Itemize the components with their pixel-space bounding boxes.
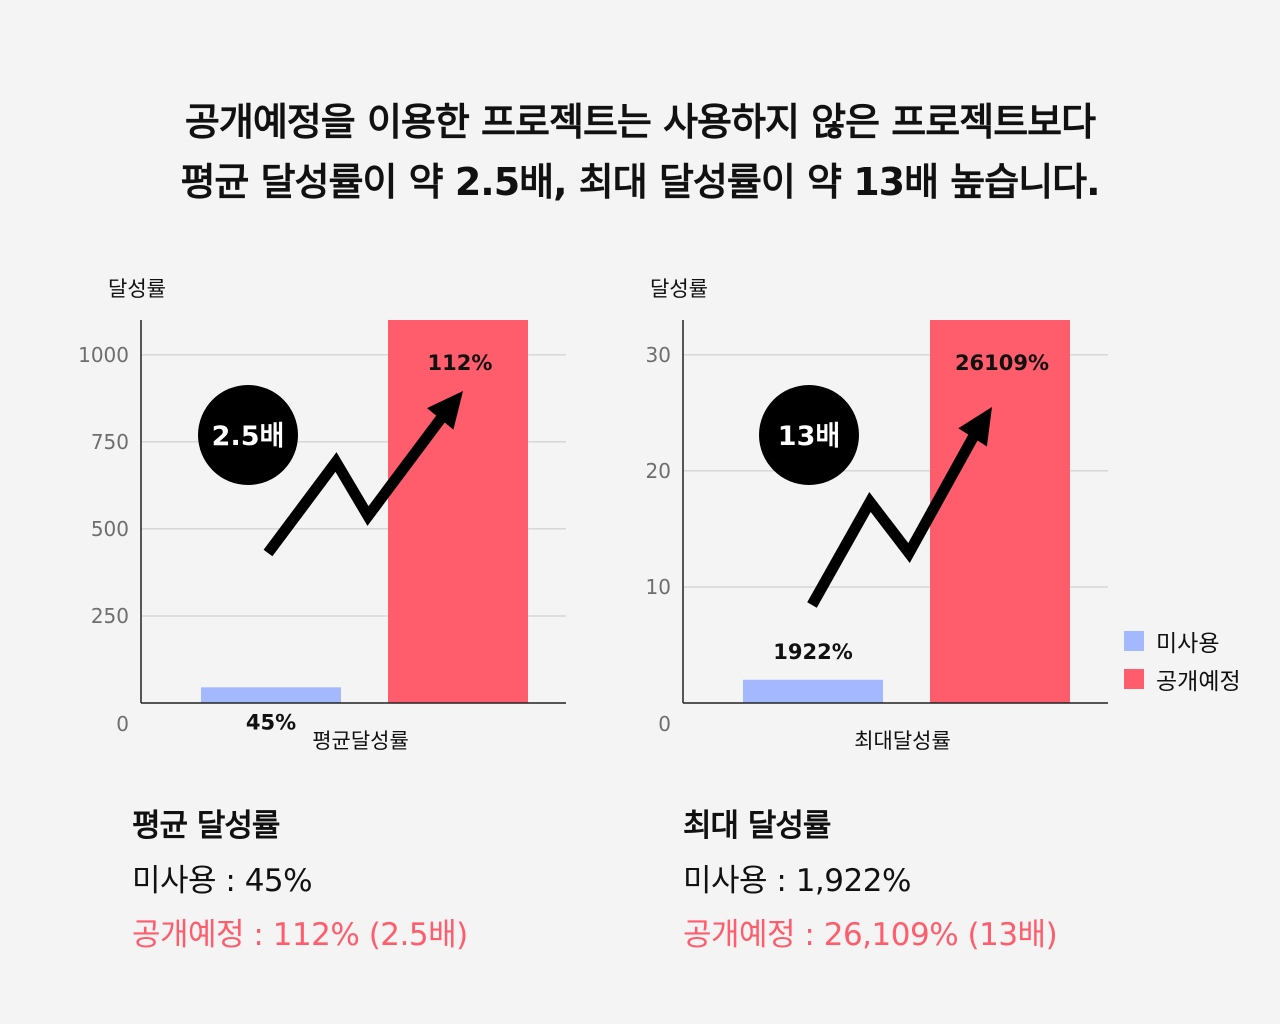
legend-item-unused: 미사용: [1124, 622, 1241, 660]
bar-scheduled: [388, 320, 528, 703]
y-tick-label: 500: [91, 517, 129, 541]
bar-unused: [201, 687, 341, 703]
value-label-unused: 1922%: [773, 640, 853, 664]
legend-label-unused: 미사용: [1156, 631, 1220, 657]
y-tick-label: 20: [646, 459, 671, 483]
chart-average-achievement: 달성률 0 250 500 750 1000 평균달성률 2.5배 45% 112%: [78, 277, 566, 753]
y-axis-title: 달성률: [108, 277, 166, 301]
bar-scheduled: [930, 320, 1070, 703]
y-tick-label: 250: [91, 604, 129, 628]
legend: 미사용 공개예정: [1124, 622, 1241, 698]
summary-average-scheduled: 공개예정 : 112% (2.5배): [132, 917, 468, 953]
legend-swatch-scheduled: [1124, 669, 1144, 689]
trend-arrow-head: [427, 391, 463, 430]
bar-unused: [743, 679, 883, 703]
summary-max-title: 최대 달성률: [683, 808, 831, 844]
y-tick-label: 30: [646, 343, 671, 367]
y-tick-label: 0: [116, 712, 129, 736]
summary-average: 평균 달성률 미사용 : 45% 공개예정 : 112% (2.5배): [132, 798, 468, 962]
summary-max-unused: 미사용 : 1,922%: [683, 863, 911, 899]
x-axis-label: 최대달성률: [854, 729, 951, 753]
trend-arrow: [263, 409, 450, 557]
legend-swatch-unused: [1124, 631, 1144, 651]
multiplier-badge: [198, 385, 298, 485]
value-label-scheduled: 26109%: [955, 351, 1049, 375]
y-tick-label: 10: [646, 575, 671, 599]
y-tick-label: 1000: [78, 343, 129, 367]
summary-average-title: 평균 달성률: [132, 808, 280, 844]
multiplier-badge-text: 13배: [778, 421, 840, 452]
trend-arrow-head: [958, 407, 992, 447]
multiplier-badge-text: 2.5배: [212, 421, 285, 452]
value-label-unused: 45%: [246, 710, 296, 734]
summary-max-scheduled: 공개예정 : 26,109% (13배): [683, 917, 1058, 953]
legend-item-scheduled: 공개예정: [1124, 660, 1241, 698]
legend-label-scheduled: 공개예정: [1156, 669, 1241, 695]
headline-line-1: 공개예정을 이용한 프로젝트는 사용하지 않은 프로젝트보다: [184, 100, 1096, 144]
headline-line-2: 평균 달성률이 약 2.5배, 최대 달성률이 약 13배 높습니다.: [180, 160, 1100, 204]
multiplier-badge: [759, 385, 859, 485]
chart-max-achievement: 달성률 0 10 20 30 최대달성률 13배 1922% 26109%: [646, 277, 1108, 753]
headline: 공개예정을 이용한 프로젝트는 사용하지 않은 프로젝트보다 평균 달성률이 약…: [0, 92, 1280, 212]
trend-arrow: [807, 429, 981, 608]
value-label-scheduled: 112%: [428, 351, 493, 375]
y-tick-label: 750: [91, 430, 129, 454]
summary-max: 최대 달성률 미사용 : 1,922% 공개예정 : 26,109% (13배): [683, 798, 1058, 962]
x-axis-label: 평균달성률: [312, 729, 409, 753]
y-tick-label: 0: [658, 712, 671, 736]
summary-average-unused: 미사용 : 45%: [132, 863, 313, 899]
y-axis-title: 달성률: [650, 277, 708, 301]
